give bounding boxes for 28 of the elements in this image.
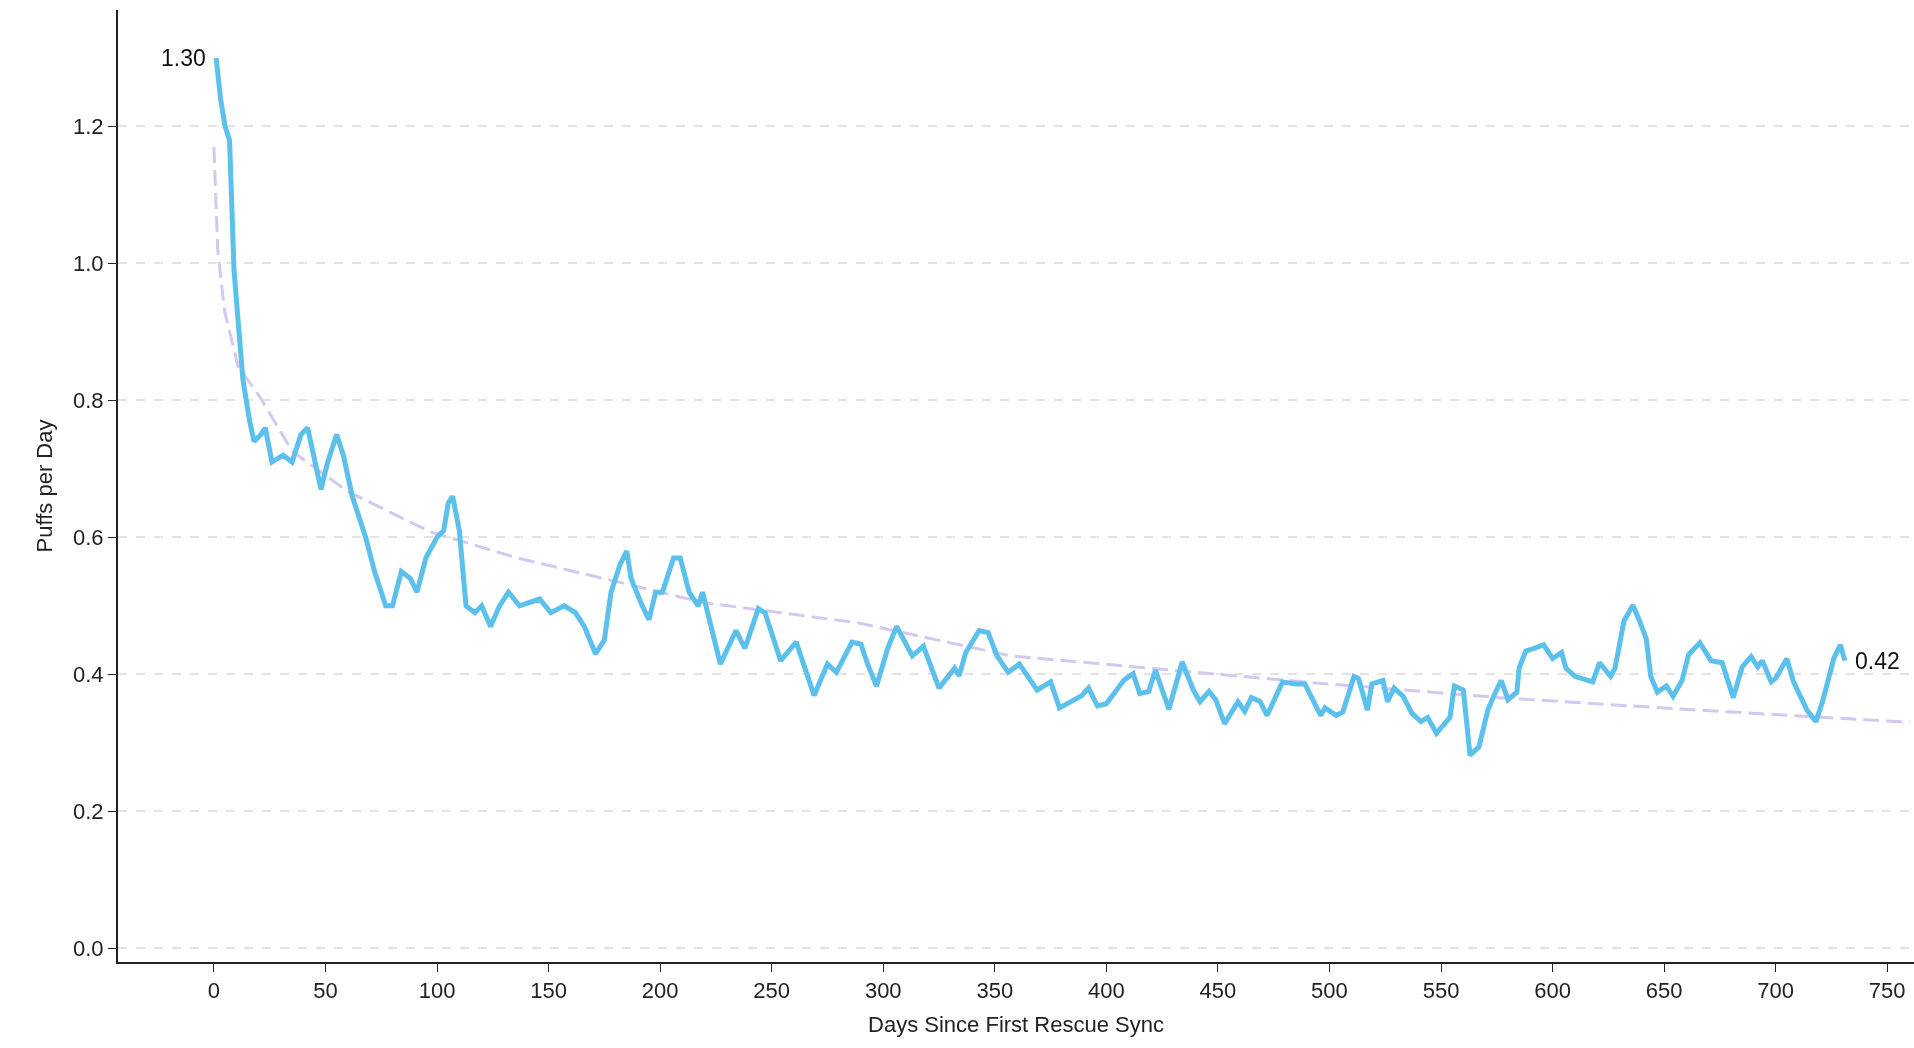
y-tick-label: 0.2 bbox=[73, 799, 104, 825]
y-tick-label: 1.2 bbox=[73, 114, 104, 140]
y-tick-label: 0.6 bbox=[73, 525, 104, 551]
x-tick-label: 100 bbox=[418, 978, 456, 1004]
x-tick-label: 650 bbox=[1645, 978, 1683, 1004]
x-tick-label: 600 bbox=[1534, 978, 1571, 1004]
x-axis-title: Days Since First Rescue Sync bbox=[868, 1011, 1164, 1037]
x-tick-label: 350 bbox=[976, 978, 1014, 1004]
annotation: 0.42 bbox=[1855, 648, 1900, 674]
x-tick-label: 0 bbox=[207, 978, 221, 1004]
x-tick-label: 700 bbox=[1757, 978, 1795, 1004]
y-axis-title: Puffs per Day bbox=[32, 419, 58, 553]
x-tick-label: 250 bbox=[753, 978, 791, 1004]
y-tick-label: 1.0 bbox=[73, 251, 104, 277]
x-tick-label: 750 bbox=[1868, 978, 1906, 1004]
x-tick-label: 400 bbox=[1088, 978, 1125, 1004]
annotation: 1.30 bbox=[161, 45, 206, 71]
x-tick-label: 450 bbox=[1199, 978, 1237, 1004]
line-series bbox=[212, 145, 1912, 724]
x-tick-label: 200 bbox=[641, 978, 679, 1004]
y-tick-label: 0.0 bbox=[73, 936, 104, 961]
x-tick-label: 50 bbox=[313, 978, 338, 1004]
x-tick-label: 150 bbox=[530, 978, 567, 1004]
x-tick-label: 500 bbox=[1311, 978, 1348, 1004]
y-tick-label: 0.8 bbox=[73, 388, 104, 414]
x-tick-label: 300 bbox=[864, 978, 902, 1004]
y-tick-label: 0.4 bbox=[73, 662, 104, 688]
x-tick-label: 550 bbox=[1422, 978, 1460, 1004]
